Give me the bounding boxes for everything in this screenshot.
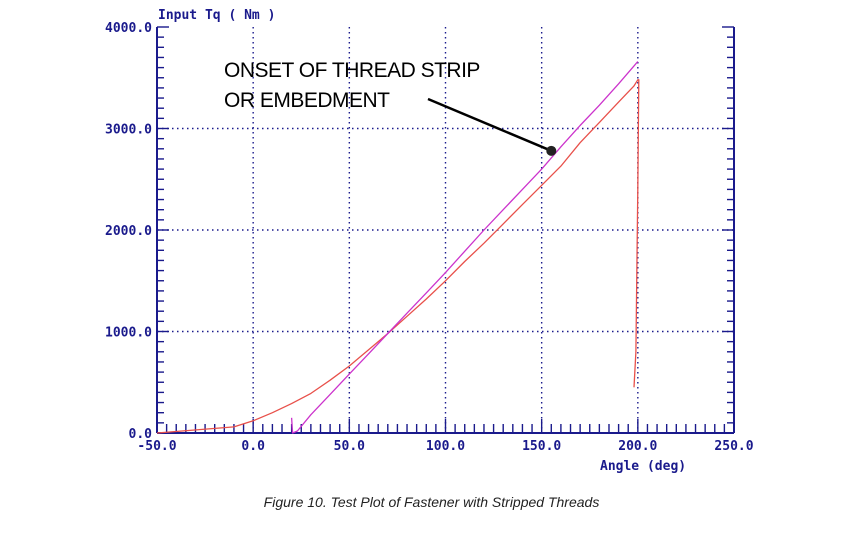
x-tick-label: 200.0 — [618, 439, 657, 454]
y-axis-title: Input Tq ( Nm ) — [158, 8, 275, 23]
y-tick-label: 2000.0 — [105, 224, 152, 239]
annotation-line-2: OR EMBEDMENT — [224, 89, 390, 112]
x-tick-label: 0.0 — [241, 439, 265, 454]
x-tick-label: 50.0 — [334, 439, 365, 454]
y-tick-label: 1000.0 — [105, 326, 152, 341]
y-tick-label: 4000.0 — [105, 21, 152, 36]
y-tick-label: 3000.0 — [105, 123, 152, 138]
annotation-arrow — [427, 97, 552, 152]
axes: -50.0 0.0 50.0 100.0 150.0 200.0 250.00.01000.… — [105, 21, 754, 454]
x-tick-label: 150.0 — [522, 439, 561, 454]
x-tick-label: 100.0 — [426, 439, 465, 454]
annotation-marker — [546, 145, 557, 156]
y-tick-label: 0.0 — [129, 427, 153, 442]
x-axis-title: Angle (deg) — [600, 459, 686, 474]
annotation-line-1: ONSET OF THREAD STRIP — [224, 59, 480, 82]
grid — [157, 27, 734, 433]
series-layer — [156, 61, 640, 434]
series-line-measured — [156, 79, 640, 434]
figure-caption: Figure 10. Test Plot of Fastener with St… — [263, 494, 600, 510]
series-line-fit — [290, 61, 639, 434]
x-tick-label: 250.0 — [714, 439, 753, 454]
x-tick-label: -50.0 — [137, 439, 176, 454]
annotation: ONSET OF THREAD STRIP OR EMBEDMENT — [224, 59, 557, 156]
